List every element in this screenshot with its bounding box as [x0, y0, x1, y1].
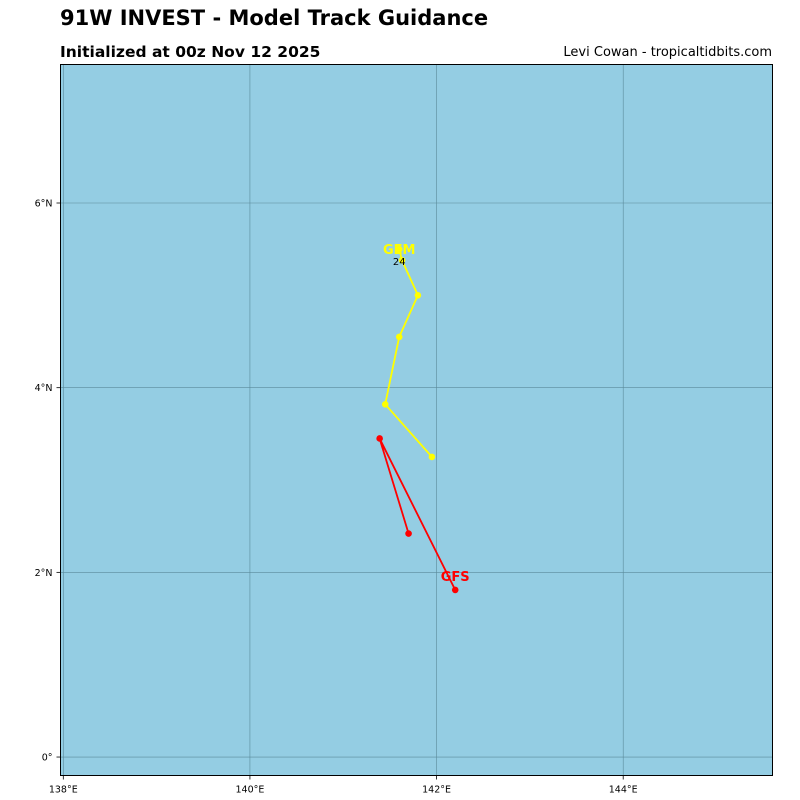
- lat-tick-label-2: 4°N: [35, 383, 53, 394]
- chart-subtitle: Initialized at 00z Nov 12 2025: [60, 43, 321, 61]
- graticule: [60, 64, 773, 776]
- map-frame: [60, 64, 773, 776]
- lon-tick-label-1: 140°E: [235, 785, 264, 796]
- lat-tick-label-0: 0°: [42, 753, 53, 764]
- gem-track-label: GEM: [383, 243, 416, 258]
- gfs-track-label: GFS: [441, 570, 470, 585]
- lon-tick-label-2: 142°E: [422, 785, 451, 796]
- gfs-track: GFS: [376, 435, 470, 594]
- gfs-track-point-1: [376, 435, 383, 442]
- gem-track-point-3: [414, 292, 422, 299]
- gem-track-point-4: [398, 256, 406, 264]
- gem-track-point-2: [395, 333, 403, 341]
- axis-ticks: 138°E 140°E 142°E 144°E 0° 2°N 4°N 6°N: [35, 199, 638, 796]
- gfs-track-point-2: [451, 586, 459, 594]
- gem-track-point-5: [395, 245, 403, 253]
- lat-tick-label-1: 2°N: [35, 568, 53, 579]
- chart-title: 91W INVEST - Model Track Guidance: [60, 6, 489, 30]
- gfs-track-point-0: [405, 530, 412, 537]
- lon-tick-label-3: 144°E: [609, 785, 638, 796]
- gem-track-point-1: [381, 401, 389, 408]
- credit-text: Levi Cowan - tropicaltidbits.com: [563, 45, 772, 60]
- lat-tick-label-3: 6°N: [35, 199, 53, 210]
- gem-track-point-0: [428, 453, 436, 461]
- lon-tick-label-0: 138°E: [49, 785, 78, 796]
- gem-hour-label: 24: [393, 257, 406, 268]
- ocean-background: [60, 64, 773, 776]
